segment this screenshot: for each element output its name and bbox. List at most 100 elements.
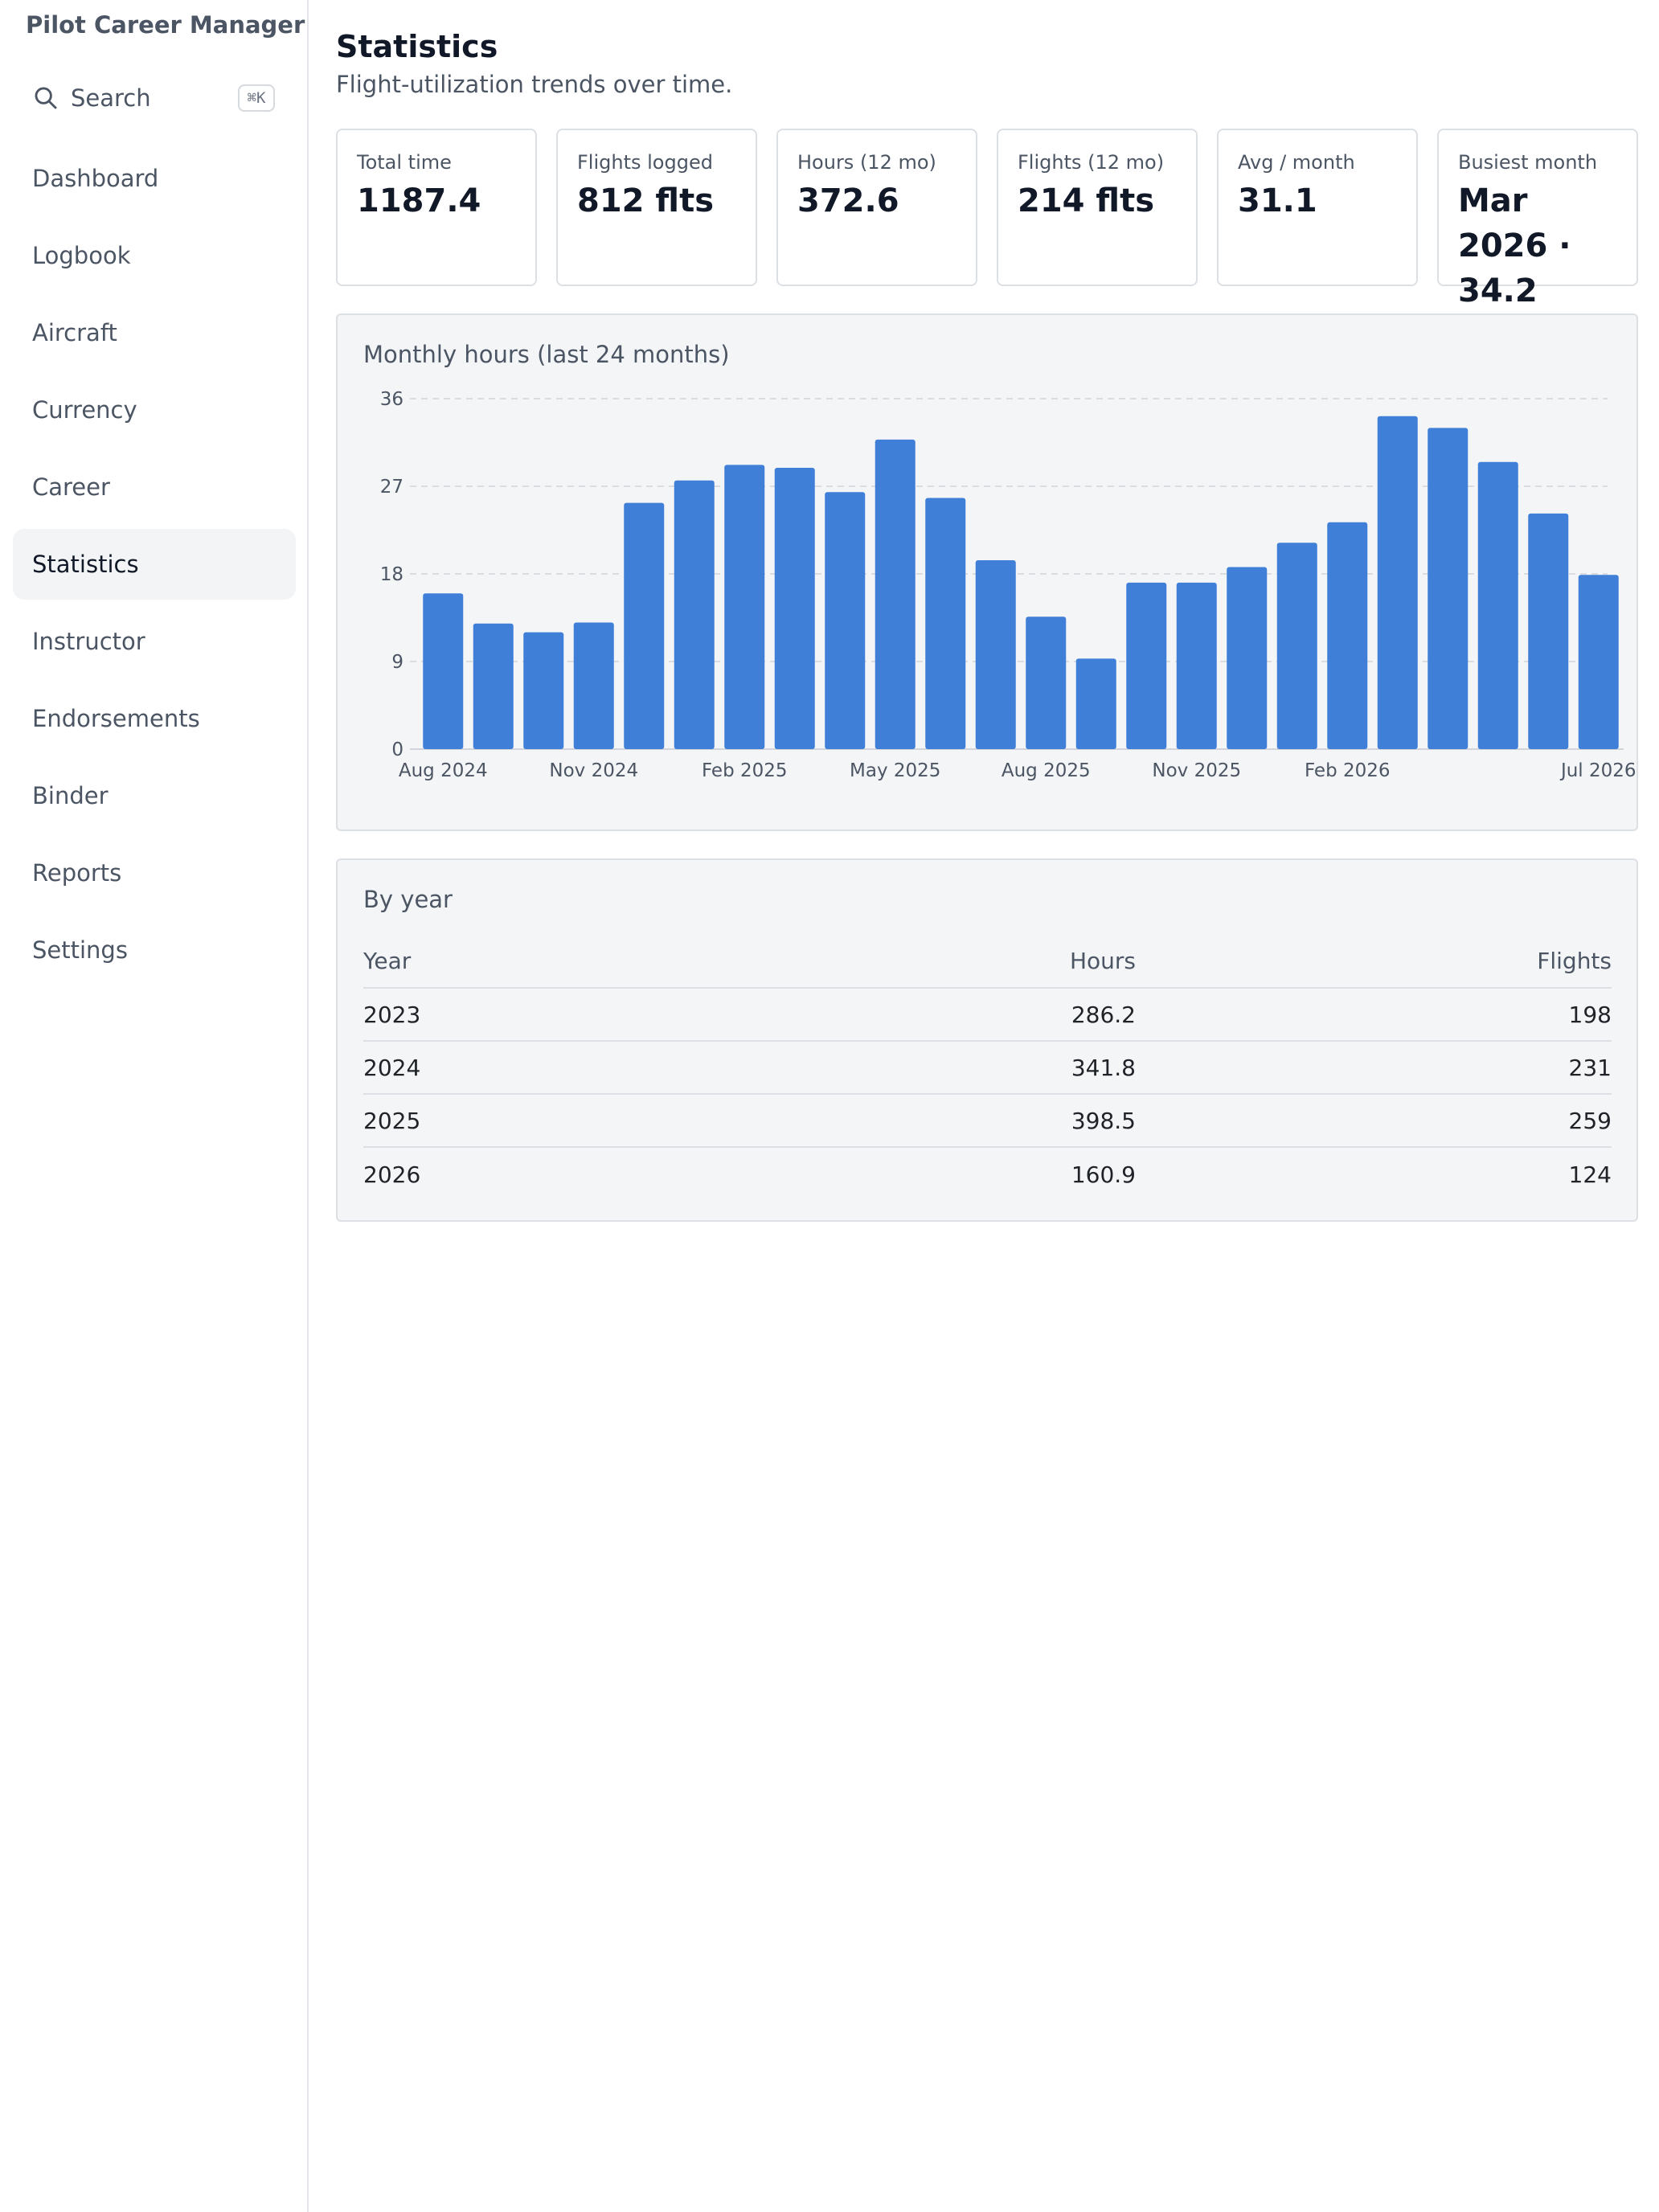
bar: May 2025 (875, 439, 916, 749)
cell-flights: 259 (1568, 1107, 1612, 1134)
cell-year: 2024 (363, 1054, 421, 1081)
stat-card-flights-12mo: Flights (12 mo) 214 flts (997, 129, 1198, 286)
bar: Mar 2025 (774, 467, 815, 749)
cell-flights: 198 (1568, 1001, 1612, 1028)
app-title: Pilot Career Manager (26, 11, 305, 39)
stat-label: Busiest month (1458, 151, 1598, 174)
x-tick-label: Feb 2025 (702, 760, 788, 781)
x-tick-label: Aug 2025 (1002, 760, 1091, 781)
bar: Aug 2024 (423, 593, 464, 749)
by-year-panel: By year Year Hours Flights 2023 286.2 19… (336, 858, 1638, 1222)
search-shortcut-badge: ⌘K (238, 84, 275, 112)
y-tick-label: 9 (391, 652, 403, 673)
table-row: 2024 341.8 231 (363, 1042, 1612, 1095)
bar: Jul 2025 (975, 560, 1016, 749)
stat-value: 1187.4 (357, 182, 481, 219)
stat-label: Flights logged (577, 151, 713, 174)
x-tick-label: Jul 2026 (1559, 760, 1636, 781)
x-tick-label: Feb 2026 (1305, 760, 1391, 781)
bar: Jun 2025 (925, 498, 966, 749)
stat-value: 31.1 (1238, 182, 1317, 219)
search-icon (35, 87, 57, 109)
x-tick-label: May 2025 (850, 760, 940, 781)
column-header-flights: Flights (1537, 947, 1612, 974)
x-tick-label: Aug 2024 (399, 760, 488, 781)
sidebar-item-currency[interactable]: Currency (32, 396, 137, 424)
bar: Dec 2024 (624, 502, 665, 749)
sidebar-item-settings[interactable]: Settings (32, 936, 128, 964)
sidebar-item-career[interactable]: Career (32, 473, 110, 501)
search-button[interactable]: Search ⌘K (19, 74, 276, 122)
cell-hours: 398.5 (1071, 1107, 1136, 1134)
sidebar-item-statistics[interactable]: Statistics (13, 529, 296, 600)
sidebar-item-logbook[interactable]: Logbook (32, 242, 131, 269)
stat-cards: Total time 1187.4 Flights logged 812 flt… (336, 129, 1638, 309)
stat-value: Mar 2026 · 34.2 (1458, 182, 1571, 309)
column-header-year: Year (363, 947, 412, 974)
table-row: 2026 160.9 124 (363, 1148, 1612, 1201)
chart-title: Monthly hours (last 24 months) (363, 341, 730, 368)
stat-card-total-time: Total time 1187.4 (336, 129, 537, 286)
stat-card-flights-logged: Flights logged 812 flts (556, 129, 757, 286)
stat-card-hours-12mo: Hours (12 mo) 372.6 (776, 129, 977, 286)
table-row: 2023 286.2 198 (363, 989, 1612, 1042)
table-header-row: Year Hours Flights (363, 934, 1612, 989)
y-tick-label: 36 (380, 389, 403, 410)
x-tick-label: Nov 2024 (549, 760, 638, 781)
sidebar-item-endorsements[interactable]: Endorsements (32, 705, 200, 732)
stat-value: 372.6 (797, 182, 899, 219)
bar: Nov 2024 (573, 622, 614, 749)
cell-hours: 341.8 (1071, 1054, 1136, 1081)
by-year-title: By year (363, 886, 453, 913)
column-header-hours: Hours (1069, 947, 1136, 974)
bar: Sep 2025 (1075, 658, 1116, 749)
bar: Jan 2025 (674, 480, 715, 749)
stat-label: Flights (12 mo) (1018, 151, 1165, 174)
bar: Jun 2026 (1528, 513, 1569, 749)
sidebar-item-aircraft[interactable]: Aircraft (32, 319, 117, 346)
sidebar-item-binder[interactable]: Binder (32, 782, 109, 809)
search-label: Search (71, 84, 151, 112)
cell-flights: 231 (1568, 1054, 1612, 1081)
bar: Nov 2025 (1176, 582, 1217, 749)
bar: Aug 2025 (1026, 616, 1067, 749)
bar: Sep 2024 (473, 623, 514, 749)
bar: Oct 2025 (1126, 582, 1167, 749)
y-tick-label: 27 (380, 477, 403, 498)
stat-card-avg-month: Avg / month 31.1 (1217, 129, 1418, 286)
stat-value: 812 flts (577, 182, 714, 219)
sidebar-item-instructor[interactable]: Instructor (32, 628, 145, 655)
stat-label: Hours (12 mo) (797, 151, 936, 174)
sidebar-item-dashboard[interactable]: Dashboard (32, 165, 159, 192)
cell-hours: 286.2 (1071, 1001, 1136, 1028)
cell-year: 2023 (363, 1001, 421, 1028)
x-tick-label: Nov 2025 (1152, 760, 1241, 781)
stat-card-busiest-month: Busiest month Mar 2026 · 34.2 (1437, 129, 1638, 309)
stat-label: Avg / month (1238, 151, 1355, 174)
by-year-table: Year Hours Flights 2023 286.2 198 2024 3… (363, 934, 1612, 1201)
bar: Apr 2025 (825, 492, 866, 749)
bar: Mar 2026 (1377, 416, 1418, 749)
bar: Apr 2026 (1428, 428, 1469, 749)
y-tick-label: 0 (391, 739, 403, 760)
bar: Feb 2025 (724, 465, 765, 749)
page-subtitle: Flight-utilization trends over time. (336, 71, 733, 98)
bar: Jul 2026 (1578, 575, 1619, 749)
bar: Jan 2026 (1276, 543, 1317, 749)
bar: Dec 2025 (1227, 567, 1268, 749)
sidebar: Pilot Career Manager Search ⌘K Dashboard… (0, 0, 309, 2212)
sidebar-nav: Dashboard Logbook Aircraft Currency Care… (13, 143, 296, 992)
table-row: 2025 398.5 259 (363, 1095, 1612, 1148)
page-title: Statistics (336, 29, 498, 64)
cell-flights: 124 (1568, 1161, 1612, 1188)
bar: Feb 2026 (1327, 522, 1368, 749)
cell-year: 2026 (363, 1161, 421, 1188)
stat-value: 214 flts (1018, 182, 1154, 219)
stat-label: Total time (357, 151, 452, 174)
bar: Oct 2024 (523, 632, 564, 749)
y-tick-label: 18 (380, 564, 403, 585)
cell-year: 2025 (363, 1107, 421, 1134)
sidebar-item-reports[interactable]: Reports (32, 859, 122, 887)
